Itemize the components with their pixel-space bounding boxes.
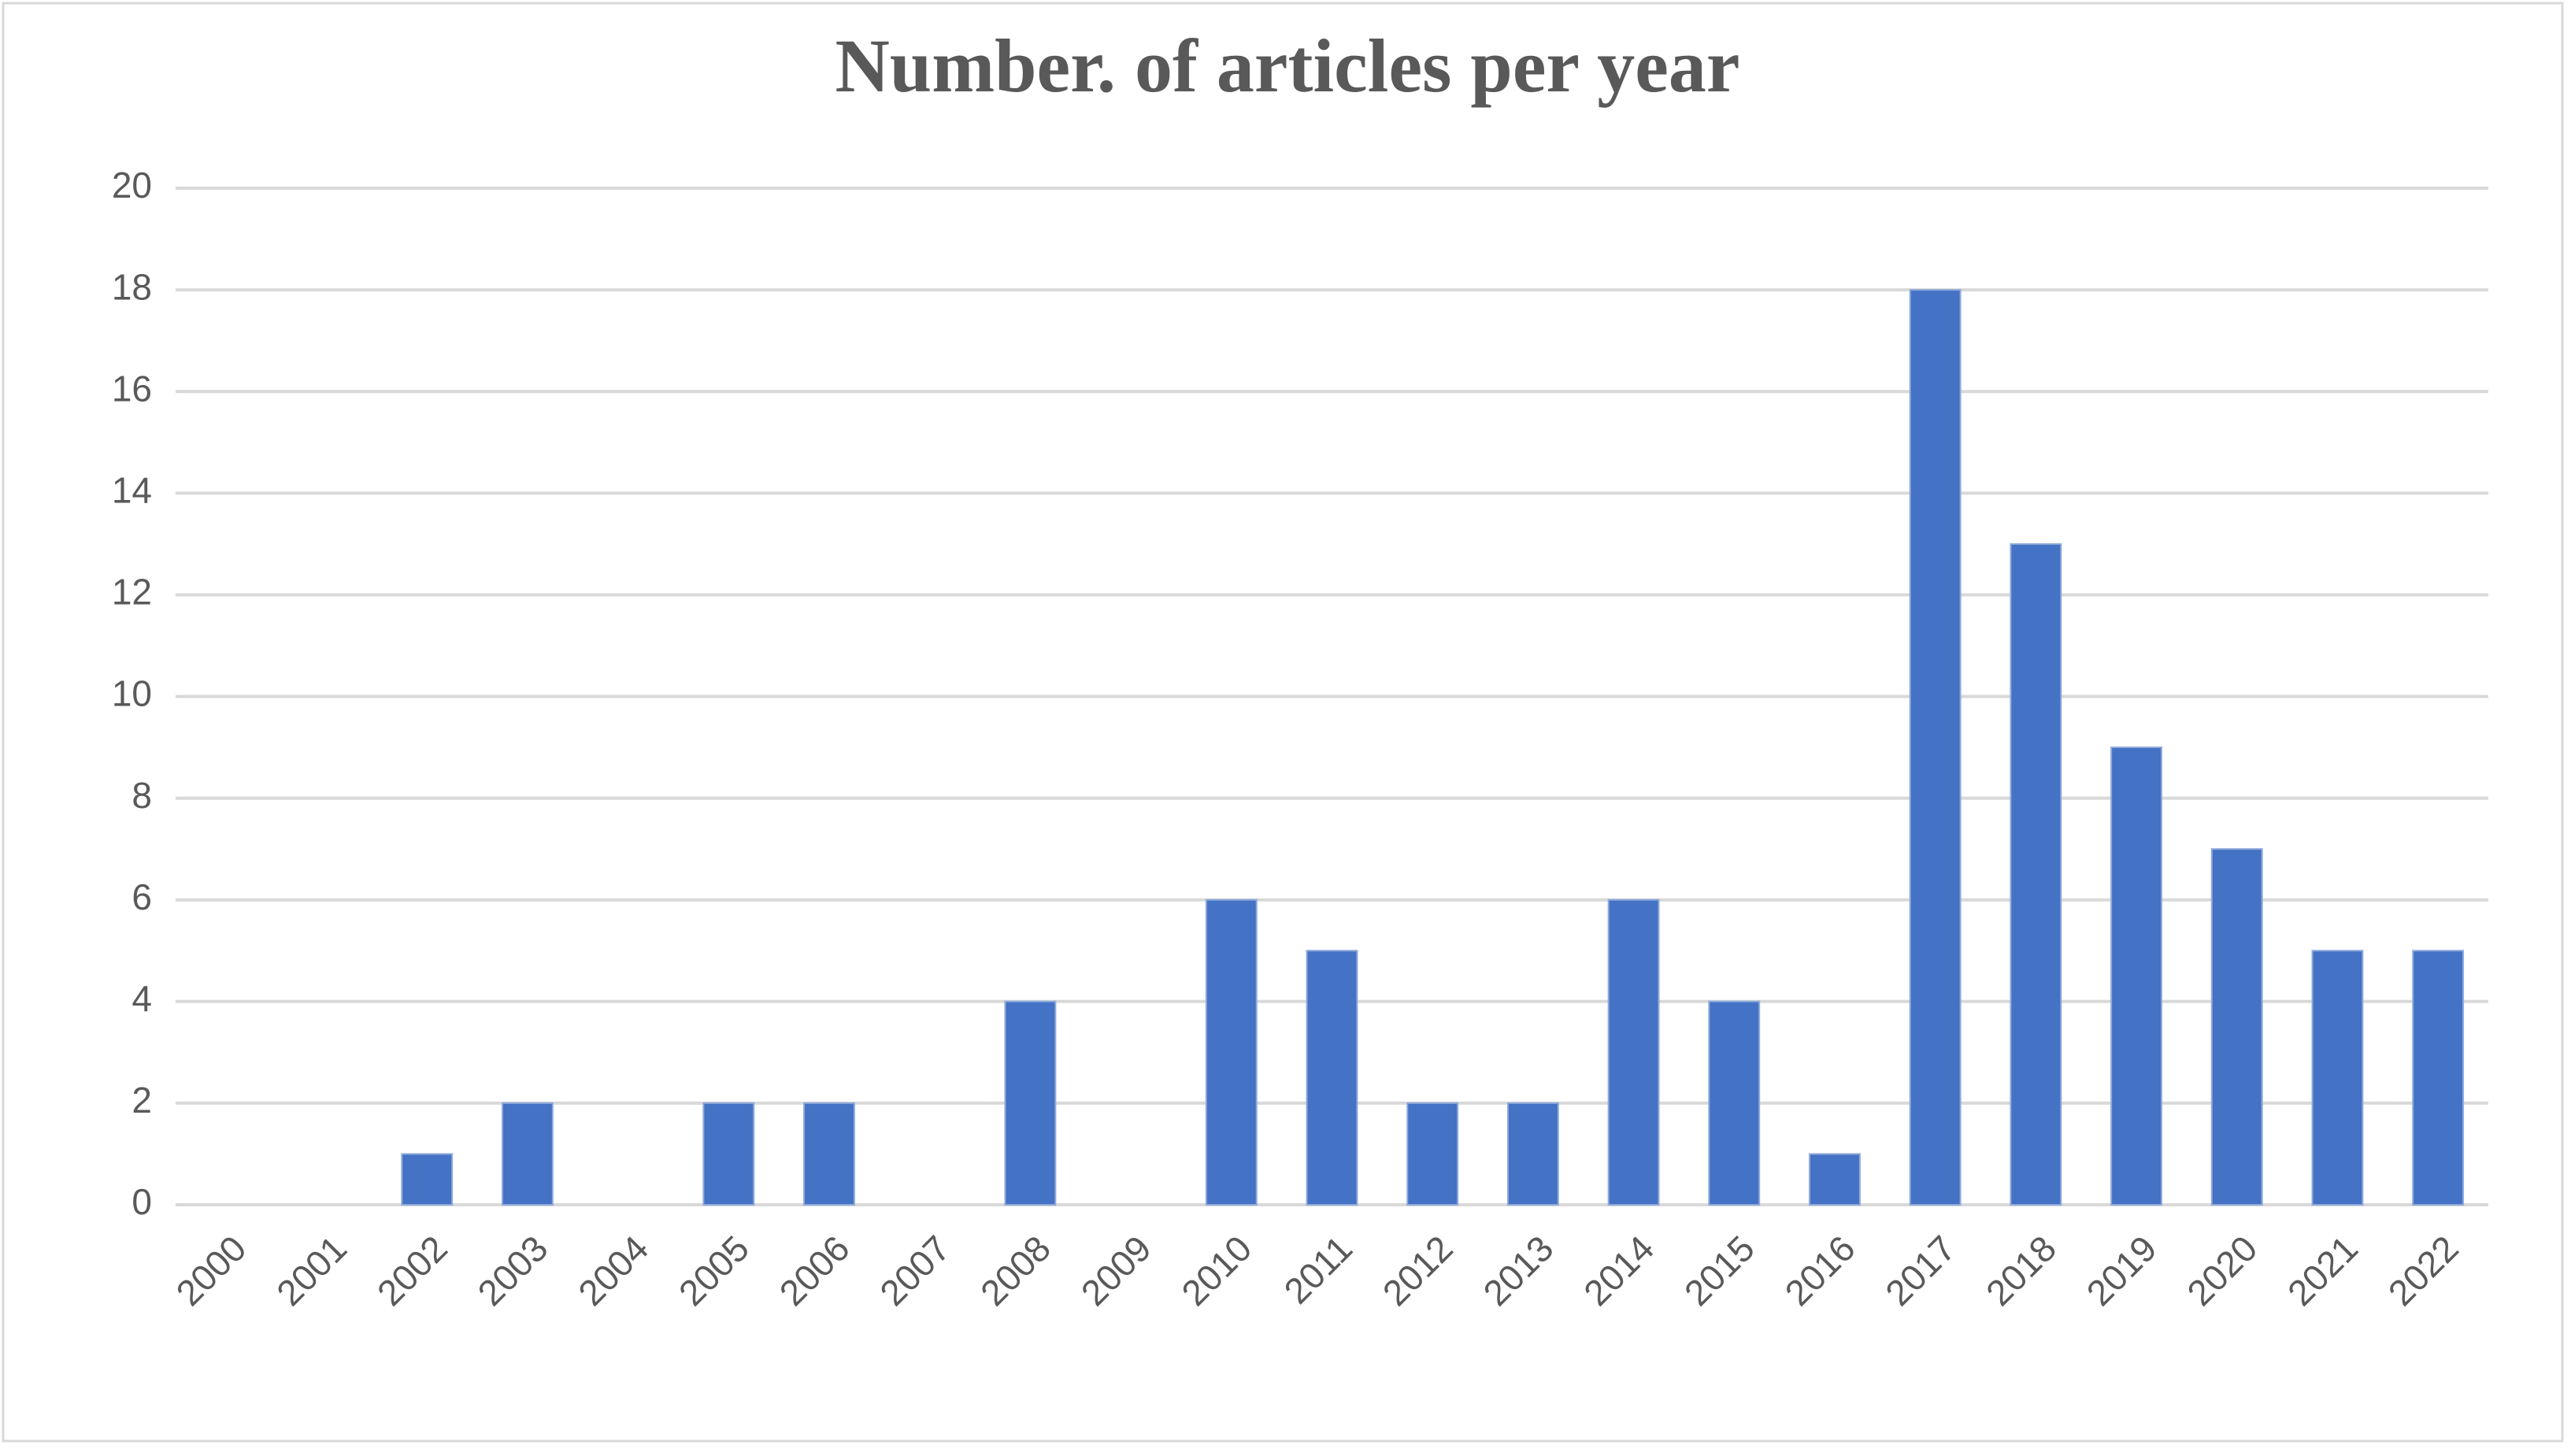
y-tick-label: 14: [112, 469, 152, 510]
bar: [1306, 950, 1358, 1206]
bar: [1205, 898, 1258, 1206]
y-tick-label: 6: [132, 876, 152, 917]
y-tick-label: 10: [112, 673, 152, 714]
bar: [502, 1102, 554, 1206]
bar: [1809, 1153, 1861, 1206]
bar: [1909, 289, 1962, 1206]
y-tick-label: 8: [132, 775, 152, 816]
bar: [1004, 1000, 1057, 1206]
chart-title: Number. of articles per year: [835, 24, 1739, 108]
bar: [401, 1153, 454, 1206]
bar: [2210, 848, 2263, 1206]
bar: [1607, 898, 1660, 1206]
bar: [2412, 950, 2465, 1206]
bar: [1506, 1102, 1559, 1206]
y-tick-label: 2: [132, 1080, 152, 1121]
bar: [2311, 950, 2364, 1206]
bar: [2110, 747, 2162, 1206]
bar: [1406, 1102, 1459, 1206]
y-tick-label: 16: [112, 368, 152, 409]
bar: [1708, 1000, 1761, 1206]
y-tick-label: 0: [132, 1181, 152, 1222]
y-tick-label: 20: [112, 165, 152, 206]
y-tick-label: 18: [112, 266, 152, 307]
bar: [702, 1102, 755, 1206]
y-tick-label: 12: [112, 572, 152, 613]
y-tick-label: 4: [132, 978, 152, 1019]
bar: [803, 1102, 855, 1206]
bar: [2010, 543, 2062, 1206]
